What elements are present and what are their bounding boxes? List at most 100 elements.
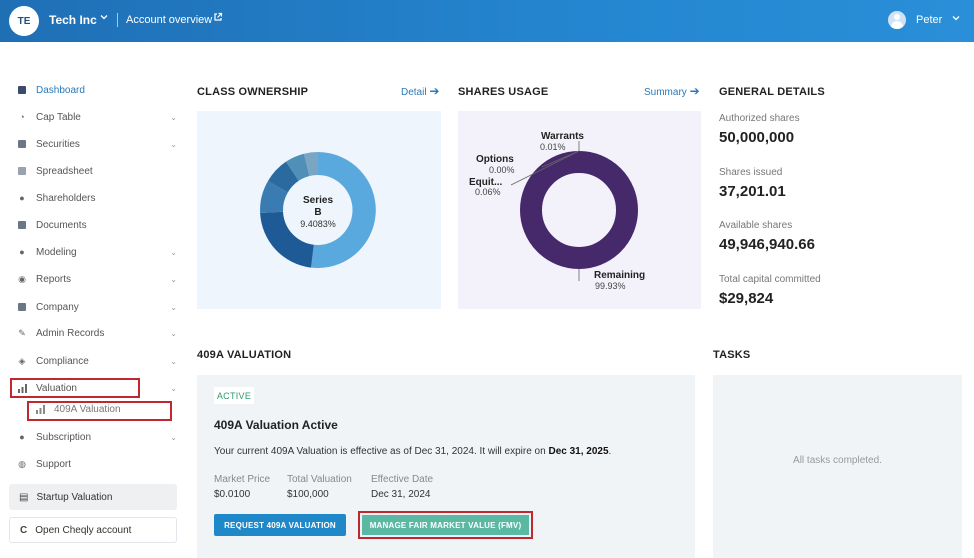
donut-center-label-1: Series bbox=[303, 195, 333, 206]
header-divider bbox=[117, 13, 118, 27]
sidebar-subitem-409a-valuation[interactable]: 409A Valuation bbox=[36, 404, 121, 415]
effective-date-value: Dec 31, 2024 bbox=[371, 489, 431, 500]
sidebar-item-securities[interactable]: Securities ⌄ bbox=[17, 134, 177, 154]
summary-link-label: Summary bbox=[644, 87, 687, 98]
bar-chart-icon bbox=[36, 405, 45, 414]
sidebar-item-subscription[interactable]: ● Subscription ⌄ bbox=[17, 427, 177, 447]
shield-icon: ◈ bbox=[18, 355, 26, 366]
cheqly-logo-icon: C bbox=[20, 524, 28, 536]
chevron-down-icon[interactable] bbox=[951, 13, 961, 26]
sidebar-item-label: Subscription bbox=[36, 431, 92, 443]
request-409a-valuation-button[interactable]: REQUEST 409A VALUATION bbox=[214, 514, 346, 536]
leader-line-equity bbox=[510, 150, 580, 186]
total-valuation-label: Total Valuation bbox=[287, 474, 352, 485]
company-logo[interactable]: TE bbox=[9, 6, 39, 36]
donut-segment-3[interactable] bbox=[260, 181, 288, 213]
409a-valuation-title: 409A VALUATION bbox=[197, 349, 292, 361]
class-ownership-donut-chart: Series B 9.4083% bbox=[260, 151, 376, 268]
chevron-down-icon[interactable]: ⌄ bbox=[170, 139, 177, 149]
usage-value-equity: 0.06% bbox=[475, 187, 501, 197]
sidebar-item-documents[interactable]: Documents bbox=[17, 215, 177, 235]
donut-segment-6[interactable] bbox=[304, 151, 318, 176]
valuation-description: Your current 409A Valuation is effective… bbox=[214, 446, 611, 457]
user-avatar-icon[interactable] bbox=[888, 11, 906, 29]
sidebar-item-dashboard[interactable]: Dashboard bbox=[17, 80, 177, 100]
shares-issued-value: 37,201.01 bbox=[719, 183, 786, 200]
total-capital-label: Total capital committed bbox=[719, 274, 821, 285]
manage-fmv-button[interactable]: MANAGE FAIR MARKET VALUE (FMV) bbox=[362, 515, 529, 535]
sidebar-item-label: Shareholders bbox=[36, 192, 96, 204]
tasks-card bbox=[713, 375, 962, 558]
sidebar-item-support[interactable]: ◍ Support bbox=[17, 454, 177, 474]
tasks-title: TASKS bbox=[713, 349, 751, 361]
edit-icon: ✎ bbox=[18, 327, 26, 338]
effective-date-label: Effective Date bbox=[371, 474, 434, 485]
sidebar-item-admin-records[interactable]: ✎ Admin Records ⌄ bbox=[17, 323, 177, 343]
authorized-shares-label: Authorized shares bbox=[719, 113, 800, 124]
general-details-title: GENERAL DETAILS bbox=[719, 86, 825, 98]
sidebar-item-label: Modeling bbox=[36, 246, 77, 258]
total-valuation-value: $100,000 bbox=[287, 489, 329, 500]
valuation-expiry-date: Dec 31, 2025 bbox=[548, 446, 609, 457]
clipboard-icon bbox=[17, 139, 27, 149]
account-overview-link[interactable]: Account overview bbox=[126, 14, 213, 26]
usage-value-options: 0.00% bbox=[489, 165, 515, 175]
class-ownership-title: CLASS OWNERSHIP bbox=[197, 86, 309, 98]
sidebar-item-label: Support bbox=[36, 458, 72, 470]
sidebar-item-shareholders[interactable]: ● Shareholders bbox=[17, 188, 177, 208]
pie-chart-icon: ◔ bbox=[19, 112, 25, 122]
arrow-right-icon: ➔ bbox=[689, 84, 700, 98]
market-price-value: $0.0100 bbox=[214, 489, 251, 500]
donut-segment-5[interactable] bbox=[286, 153, 310, 181]
valuation-text-pre: Your current 409A Valuation is effective… bbox=[214, 446, 549, 457]
sidebar-item-label: Admin Records bbox=[36, 327, 105, 339]
chevron-down-icon[interactable]: ⌄ bbox=[170, 112, 177, 122]
company-selector[interactable]: Tech Inc bbox=[49, 13, 97, 27]
chevron-down-icon[interactable]: ⌄ bbox=[170, 383, 177, 393]
sidebar-item-spreadsheet[interactable]: Spreadsheet bbox=[17, 161, 177, 181]
sidebar-item-cap-table[interactable]: ◔ Cap Table ⌄ bbox=[17, 107, 177, 127]
building-icon bbox=[17, 302, 27, 312]
sidebar-item-reports[interactable]: ◉ Reports ⌄ bbox=[17, 269, 177, 289]
sidebar-item-compliance[interactable]: ◈ Compliance ⌄ bbox=[17, 351, 177, 371]
lightbulb-icon: ● bbox=[19, 247, 25, 257]
bar-chart-icon bbox=[17, 383, 27, 393]
table-icon bbox=[17, 166, 27, 176]
sidebar-item-label: Reports bbox=[36, 273, 72, 285]
valuation-highlight-box bbox=[10, 378, 140, 398]
shares-usage-summary-link[interactable]: Summary ➔ bbox=[644, 84, 700, 98]
donut-remaining[interactable] bbox=[520, 151, 638, 269]
chevron-down-icon[interactable]: ⌄ bbox=[170, 247, 177, 257]
dashboard-icon bbox=[17, 85, 27, 95]
donut-segment-4[interactable] bbox=[268, 161, 299, 193]
chevron-down-icon[interactable]: ⌄ bbox=[170, 274, 177, 284]
open-cheqly-account-button[interactable]: C Open Cheqly account bbox=[9, 517, 177, 543]
manage-fmv-highlight-box bbox=[358, 511, 533, 539]
external-link-icon[interactable] bbox=[213, 12, 223, 25]
class-ownership-detail-link[interactable]: Detail ➔ bbox=[401, 84, 439, 98]
status-badge: ACTIVE bbox=[214, 387, 254, 404]
usage-label-options: Options bbox=[476, 154, 514, 165]
sidebar-item-valuation[interactable]: Valuation ⌄ bbox=[17, 378, 177, 398]
user-menu[interactable]: Peter bbox=[916, 14, 943, 26]
chevron-down-icon[interactable] bbox=[99, 12, 109, 25]
sidebar-item-label: Compliance bbox=[36, 355, 89, 367]
valuation-card-title: 409A Valuation Active bbox=[214, 418, 338, 432]
sidebar-item-company[interactable]: Company ⌄ bbox=[17, 297, 177, 317]
sidebar-item-modeling[interactable]: ● Modeling ⌄ bbox=[17, 242, 177, 262]
total-capital-value: $29,824 bbox=[719, 290, 774, 307]
chevron-down-icon[interactable]: ⌄ bbox=[170, 356, 177, 366]
donut-segment-main[interactable] bbox=[311, 152, 376, 268]
market-price-label: Market Price bbox=[214, 474, 271, 485]
startup-valuation-button[interactable]: ▤ Startup Valuation bbox=[9, 484, 177, 510]
open-account-label: Open Cheqly account bbox=[35, 524, 132, 536]
chevron-down-icon[interactable]: ⌄ bbox=[170, 302, 177, 312]
usage-value-remaining: 99.93% bbox=[595, 281, 626, 291]
chevron-down-icon[interactable]: ⌄ bbox=[170, 328, 177, 338]
chevron-down-icon[interactable]: ⌄ bbox=[170, 432, 177, 442]
donut-segment-series-b[interactable] bbox=[260, 211, 314, 268]
reports-icon: ◉ bbox=[18, 273, 26, 284]
document-icon: ▤ bbox=[19, 491, 29, 503]
usage-label-warrants: Warrants bbox=[541, 131, 584, 142]
sidebar-subitem-label: 409A Valuation bbox=[54, 404, 121, 415]
